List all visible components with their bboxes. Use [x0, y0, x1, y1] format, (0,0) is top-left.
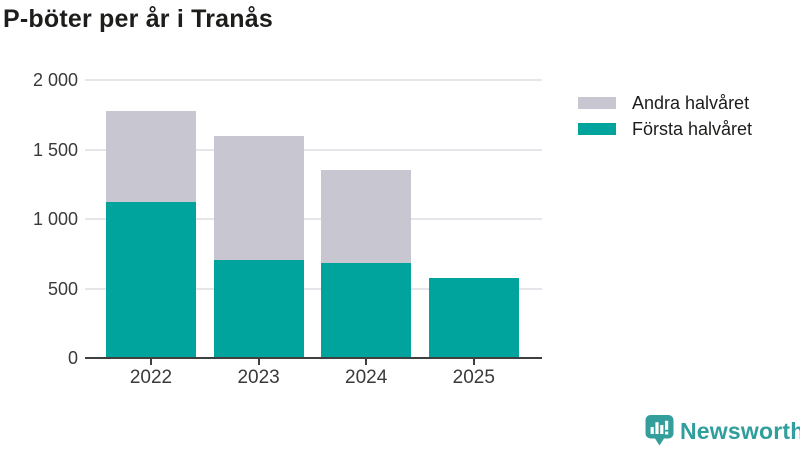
legend-item-forsta-halvaret: Första halvåret	[578, 116, 752, 142]
legend-label: Andra halvåret	[632, 92, 750, 113]
legend-swatch-andra-halvaret	[578, 97, 616, 109]
bar-2024-andra-halvaret	[321, 169, 412, 263]
x-axis-line	[85, 357, 542, 359]
y-axis-tick-label: 500	[47, 278, 78, 299]
gridline-1000	[85, 218, 542, 220]
y-axis-tick-label: 1 500	[32, 139, 78, 160]
bar-2023-andra-halvaret	[213, 135, 304, 261]
gridline-1500	[85, 148, 542, 151]
legend: Andra halvåret Första halvåret	[578, 90, 752, 142]
newsworthy-logo-text[interactable]: Newsworthy	[680, 417, 800, 444]
newsworthy-logo[interactable]: Newsworthy	[644, 414, 800, 448]
bar-2022-andra-halvaret	[106, 111, 196, 202]
x-axis-tick	[365, 359, 368, 365]
x-axis-tick-label-2022: 2022	[129, 367, 173, 388]
y-axis-tick-label: 2 000	[32, 70, 78, 90]
bar-2025-forsta-halvaret	[428, 278, 519, 358]
x-axis-tick-label-2024: 2024	[345, 367, 388, 388]
x-axis-tick	[472, 359, 475, 365]
chart-title: P-böter per år i Tranås	[3, 5, 273, 33]
bar-2022-forsta-halvaret	[106, 201, 196, 358]
bar-2023-forsta-halvaret	[213, 260, 304, 358]
gridline-500	[85, 287, 542, 290]
plot-area	[85, 79, 542, 358]
bar-2024-forsta-halvaret	[321, 262, 412, 358]
y-axis-tick-label: 0	[67, 348, 78, 368]
x-axis-tick	[257, 359, 260, 365]
y-axis-tick-label: 1 000	[32, 209, 78, 229]
gridline-2000	[85, 79, 542, 81]
x-axis-tick	[150, 359, 152, 365]
x-axis-tick-label-2025: 2025	[452, 367, 495, 388]
legend-swatch-forsta-halvaret	[578, 123, 616, 135]
legend-label: Första halvåret	[632, 118, 753, 139]
legend-item-andra-halvaret: Andra halvåret	[578, 90, 752, 116]
newsworthy-logo-icon	[645, 415, 674, 446]
x-axis-tick-label-2023: 2023	[237, 367, 280, 388]
